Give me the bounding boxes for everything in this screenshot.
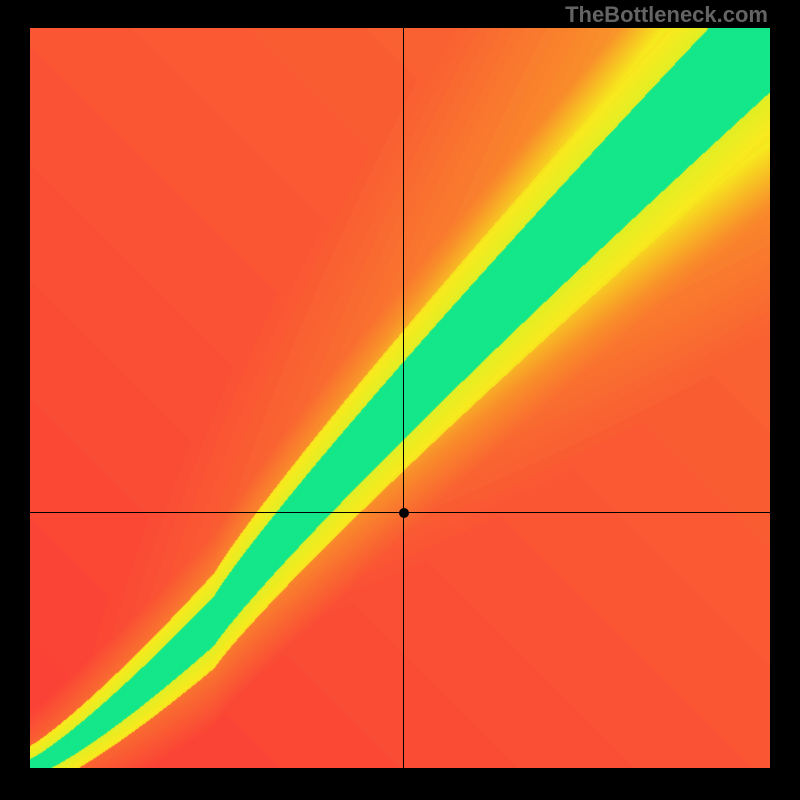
intersection-marker xyxy=(399,508,409,518)
heatmap-canvas xyxy=(30,28,770,768)
heatmap-plot xyxy=(30,28,770,768)
crosshair-vertical xyxy=(403,28,404,768)
watermark-text: TheBottleneck.com xyxy=(565,2,768,28)
